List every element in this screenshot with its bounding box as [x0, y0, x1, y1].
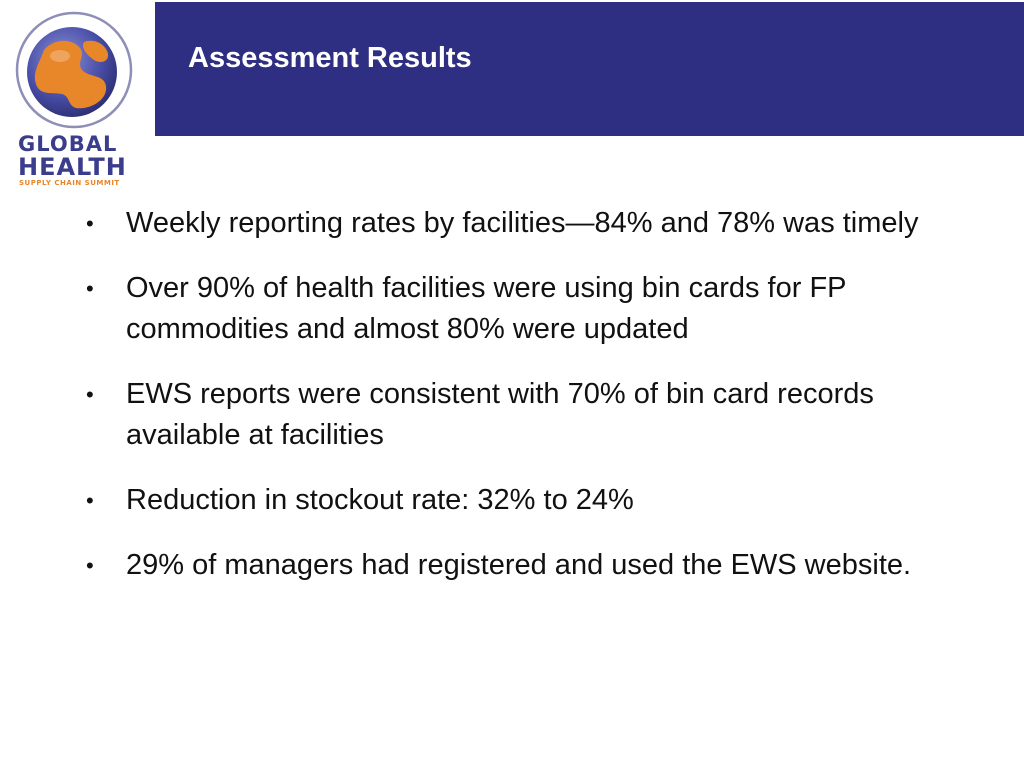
bullet-dot-icon: • — [86, 276, 94, 301]
bullet-item: • EWS reports were consistent with 70% o… — [84, 374, 944, 456]
bullet-item: • Weekly reporting rates by facilities—8… — [84, 203, 944, 244]
global-health-logo: GLOBAL HEALTH SUPPLY CHAIN SUMMIT — [10, 8, 145, 190]
bullet-text: 29% of managers had registered and used … — [126, 549, 912, 581]
bullet-dot-icon: • — [86, 553, 94, 578]
bullet-dot-icon: • — [86, 382, 94, 407]
logo-line-health: HEALTH — [18, 153, 127, 181]
slide-title: Assessment Results — [188, 42, 472, 74]
bullet-list: • Weekly reporting rates by facilities—8… — [84, 203, 944, 610]
bullet-text: Over 90% of health facilities were using… — [126, 272, 846, 345]
bullet-text: EWS reports were consistent with 70% of … — [126, 378, 874, 451]
header-band — [155, 2, 1024, 136]
bullet-dot-icon: • — [86, 211, 94, 236]
bullet-item: • Over 90% of health facilities were usi… — [84, 268, 944, 350]
logo-line-summit: SUPPLY CHAIN SUMMIT — [19, 179, 120, 187]
logo-line-global: GLOBAL — [18, 132, 118, 156]
bullet-text: Reduction in stockout rate: 32% to 24% — [126, 484, 634, 516]
bullet-item: • 29% of managers had registered and use… — [84, 545, 944, 586]
globe-icon — [15, 11, 133, 129]
bullet-item: • Reduction in stockout rate: 32% to 24% — [84, 480, 944, 521]
bullet-text: Weekly reporting rates by facilities—84%… — [126, 207, 919, 239]
bullet-dot-icon: • — [86, 488, 94, 513]
